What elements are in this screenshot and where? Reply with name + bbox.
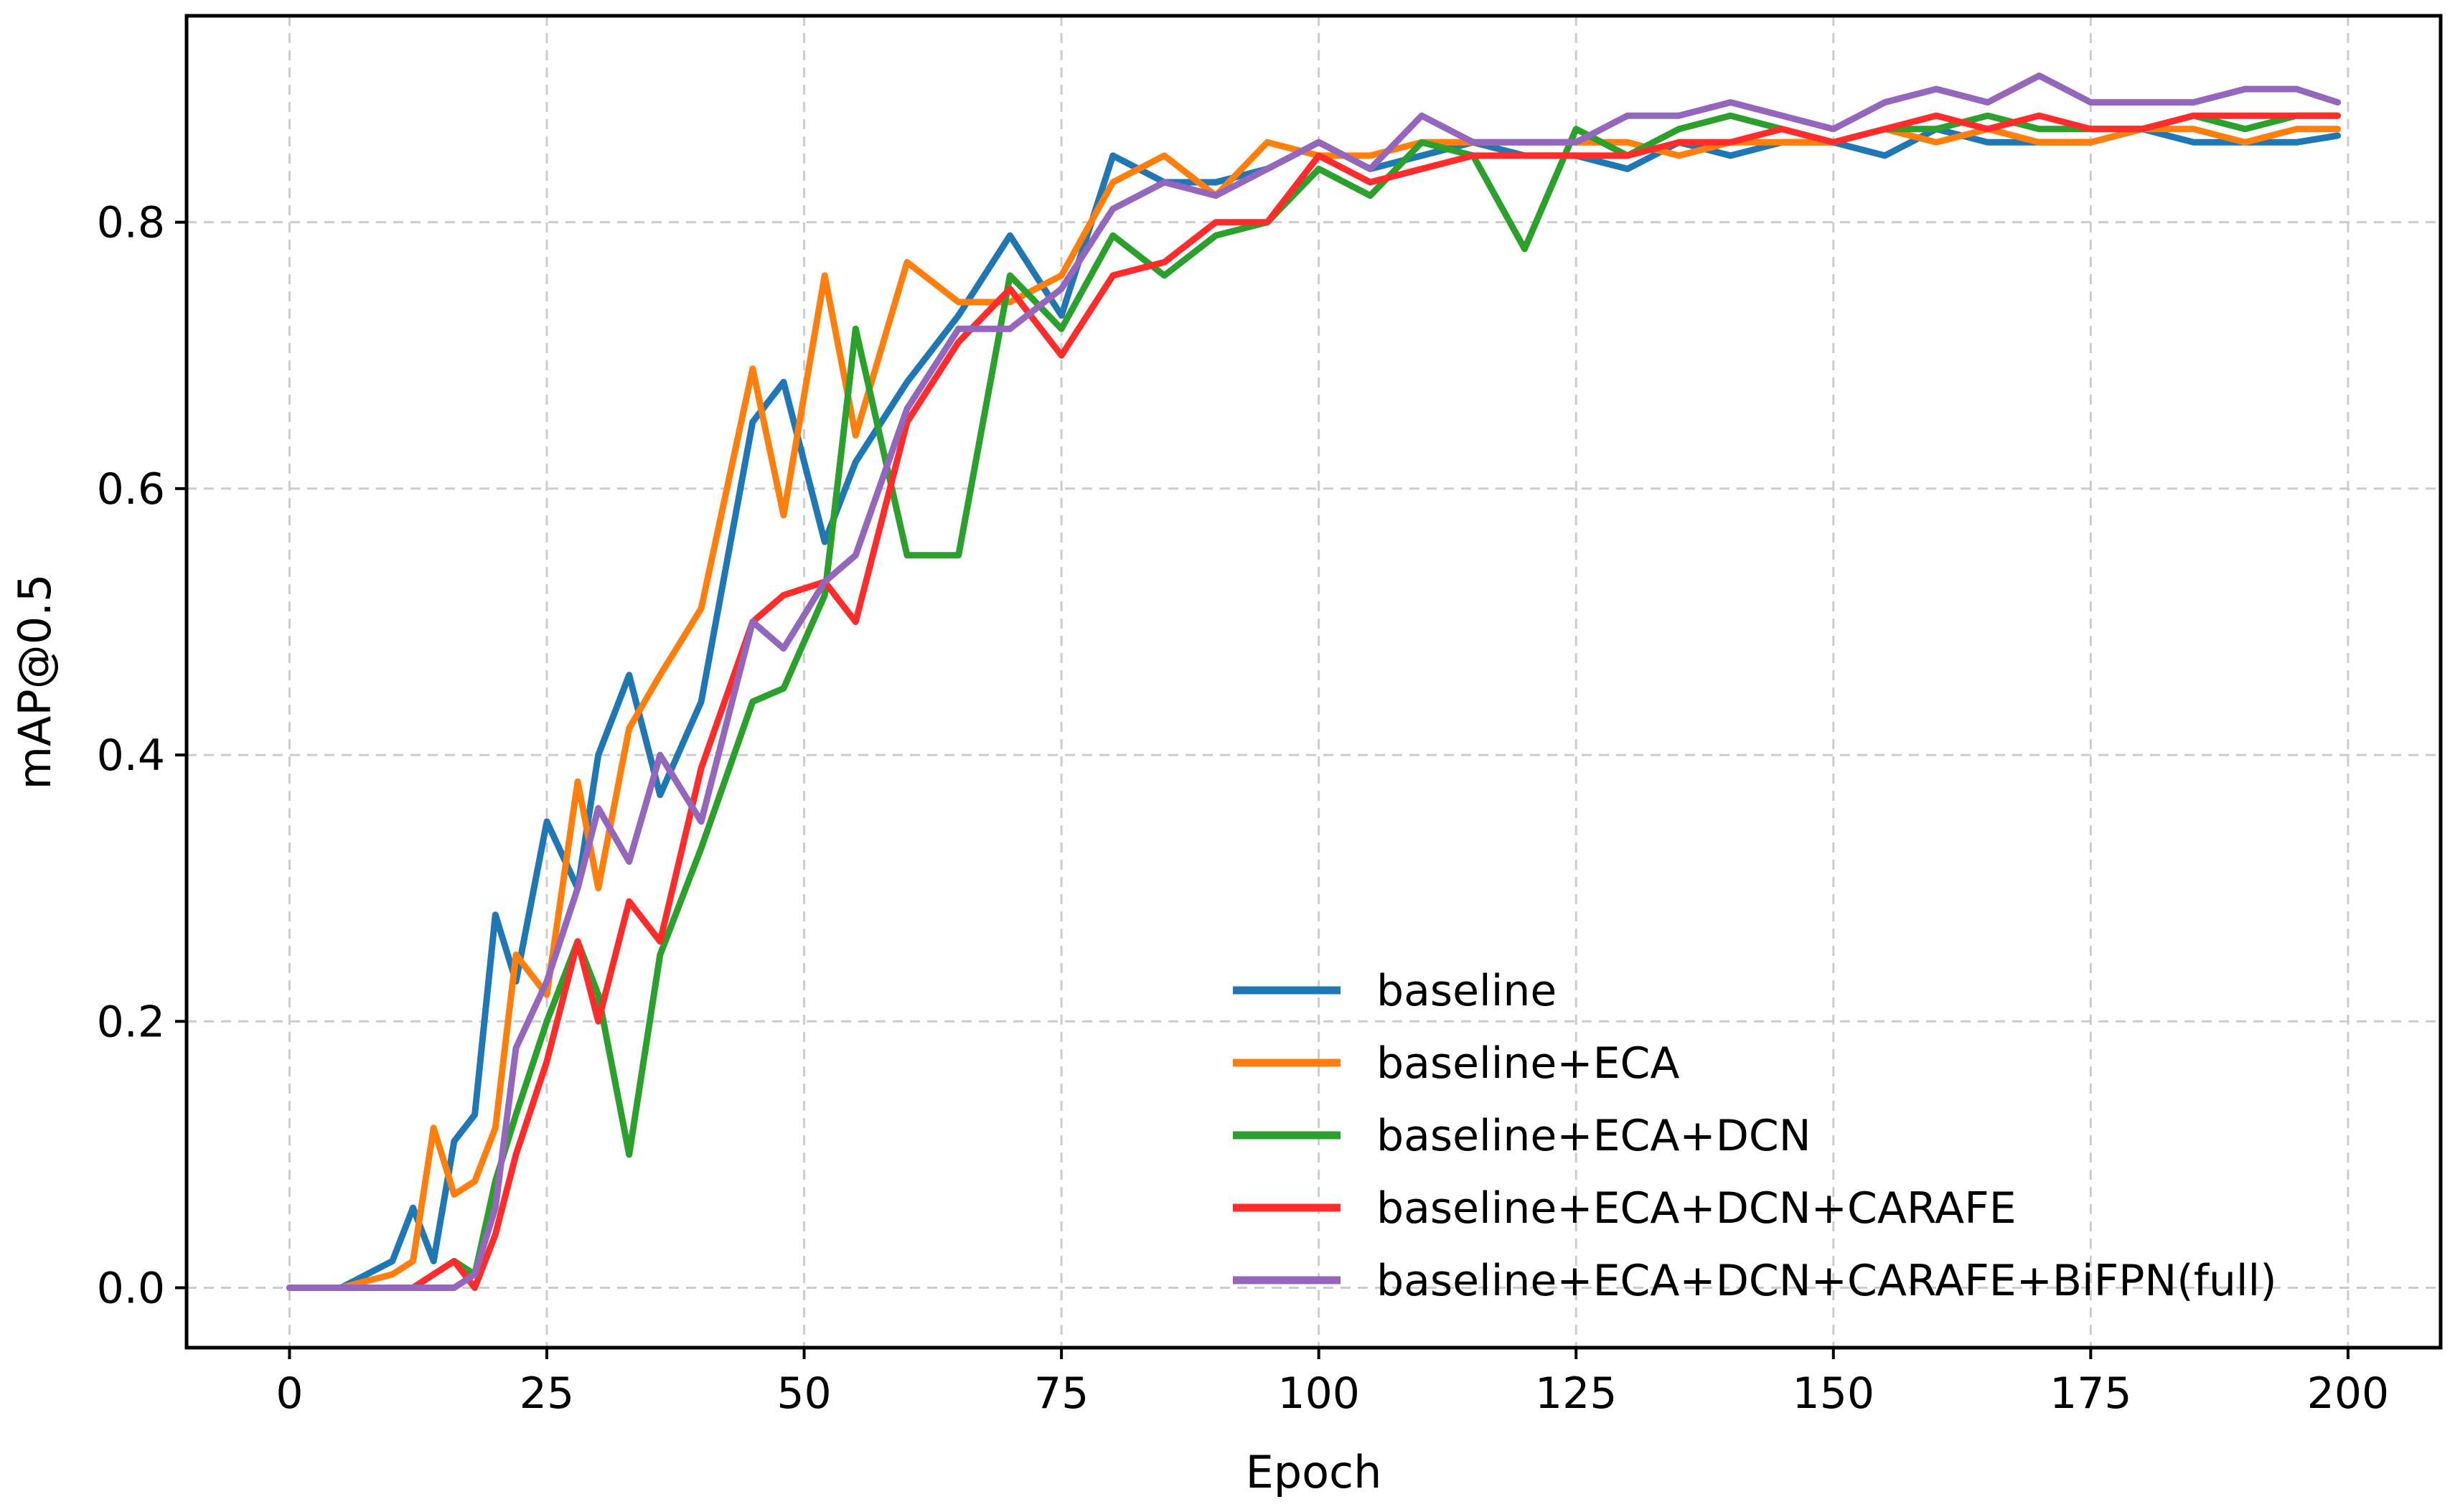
x-axis-label: Epoch [1246,1446,1382,1498]
series-lines [286,72,2342,1291]
x-tick-label: 25 [520,1368,574,1419]
legend-label: baseline+ECA+DCN [1376,1111,1811,1161]
grid [187,16,2441,1348]
y-tick-label: 0.0 [97,1263,165,1313]
series-line-3 [286,112,2342,1291]
legend-label: baseline+ECA [1376,1038,1679,1089]
y-axis-label: mAP@0.5 [9,574,61,790]
x-tick-label: 150 [1793,1368,1875,1419]
series-line-1 [286,126,2342,1291]
x-tick-label: 200 [2307,1368,2390,1419]
plot-frame [184,14,2443,1350]
y-tick-label: 0.2 [97,997,165,1047]
y-tick-label: 0.8 [97,198,165,248]
legend-label: baseline+ECA+DCN+CARAFE+BiFPN(full) [1376,1256,2277,1306]
series-line-5 [286,72,2342,1291]
y-tick-label: 0.4 [97,731,165,781]
legend-label: baseline [1376,966,1557,1016]
series-line-2 [286,126,2342,1291]
x-tick-label: 125 [1535,1368,1618,1419]
legend: baseline baseline+ECA baseline+ECA+DCN base… [1233,966,2277,1306]
y-tick-label: 0.6 [97,464,165,515]
x-tick-label: 100 [1277,1368,1360,1419]
series-line-4 [286,112,2342,1291]
ticks: 0 25 50 75 100 125 150 175 200 0.0 0.2 0.4 0.6 0.8 [97,198,2390,1419]
legend-label: baseline+ECA+DCN+CARAFE [1376,1183,2017,1234]
x-tick-label: 50 [776,1368,831,1419]
x-tick-label: 175 [2050,1368,2132,1419]
x-tick-label: 0 [276,1368,303,1419]
x-tick-label: 75 [1034,1368,1089,1419]
